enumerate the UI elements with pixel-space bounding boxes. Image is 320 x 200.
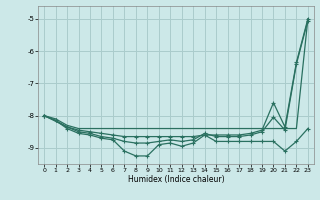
X-axis label: Humidex (Indice chaleur): Humidex (Indice chaleur) — [128, 175, 224, 184]
